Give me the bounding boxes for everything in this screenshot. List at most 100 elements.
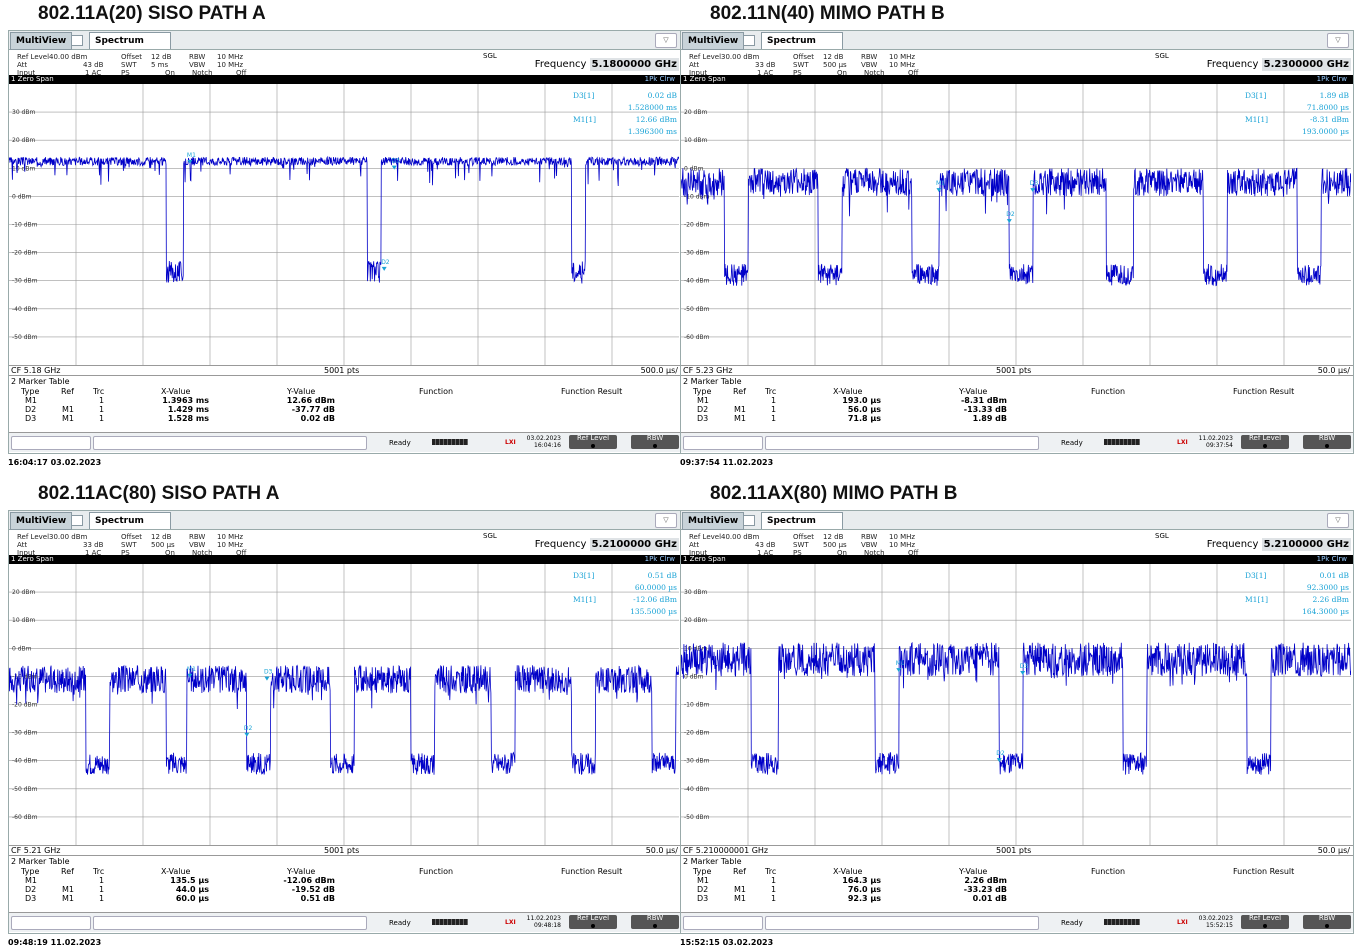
rbw-button[interactable]: RBW — [1303, 435, 1351, 449]
chevron-down-icon[interactable]: ▽ — [1327, 513, 1349, 528]
marker-ref: M1 — [734, 885, 746, 894]
marker-box-time: 92.3000 µs — [1307, 583, 1349, 592]
sweep-points: 5001 pts — [324, 366, 360, 375]
multiview-grid-icon[interactable] — [71, 35, 83, 46]
multiview-grid-icon[interactable] — [743, 515, 755, 526]
analyzer-panel: 802.11AC(80) SISO PATH A MultiView Spectru… — [0, 480, 682, 950]
tab-spectrum[interactable]: Spectrum — [89, 512, 171, 529]
chevron-down-icon[interactable]: ▽ — [655, 513, 677, 528]
ref-level-button[interactable]: Ref Level — [569, 915, 617, 929]
frequency-display[interactable]: Frequency 5.2100000 GHz — [535, 538, 679, 551]
status-time: 15:52:15 — [1206, 922, 1233, 929]
marker-y-value: -12.06 dBm — [283, 876, 335, 885]
datetime: 03.02.2023 16:04:16 — [521, 435, 561, 449]
input-field[interactable] — [683, 916, 763, 930]
trace-plot[interactable]: 30 dBm 20 dBm 10 dBm 0 dBm -10 dBm -20 dBm -30… — [9, 84, 681, 366]
setting-value: Ref Level — [17, 53, 50, 61]
status-date: 03.02.2023 — [1198, 915, 1233, 922]
frequency-value[interactable]: 5.1800000 GHz — [589, 58, 679, 71]
panel-title: 802.11AX(80) MIMO PATH B — [710, 483, 958, 504]
tab-multiview[interactable]: MultiView — [682, 32, 745, 50]
trace-svg: 20 dBm 10 dBm 0 dBm -10 dBm -20 dBm -30 dBm -4… — [681, 84, 1351, 365]
tab-spectrum[interactable]: Spectrum — [761, 512, 843, 529]
sgl-indicator: SGL — [483, 52, 497, 60]
multiview-grid-icon[interactable] — [71, 515, 83, 526]
status-bar: Ready LXI 11.02.2023 09:37:54 Ref Level RBW — [681, 432, 1353, 452]
trace-plot[interactable]: 30 dBm 20 dBm 10 dBm 0 dBm -10 dBm -20 dBm -30… — [681, 564, 1353, 846]
led-icon — [591, 924, 595, 928]
marker-ref: M1 — [62, 414, 74, 423]
y-axis-tick-label: 0 dBm — [684, 165, 704, 172]
y-axis-tick-label: -30 dBm — [684, 250, 710, 257]
input-field[interactable] — [93, 436, 367, 450]
frequency-display[interactable]: Frequency 5.2300000 GHz — [1207, 58, 1351, 71]
setting-value: 12 dB — [823, 533, 844, 541]
input-field[interactable] — [11, 916, 91, 930]
trace-plot[interactable]: 20 dBm 10 dBm 0 dBm -10 dBm -20 dBm -30 dBm -4… — [9, 564, 681, 846]
y-axis-tick-label: -40 dBm — [684, 278, 710, 285]
ref-level-label: Ref Level — [576, 914, 610, 922]
marker-box-name: D3[1] — [573, 91, 594, 100]
marker-box-name: D3[1] — [573, 571, 594, 580]
multiview-grid-icon[interactable] — [743, 35, 755, 46]
frequency-value[interactable]: 5.2100000 GHz — [589, 538, 679, 551]
frequency-value[interactable]: 5.2100000 GHz — [1261, 538, 1351, 551]
zero-span-label: 1 Zero Span — [11, 555, 54, 563]
marker-label: D3 — [1020, 663, 1029, 670]
led-icon — [653, 444, 657, 448]
setting-value: VBW — [189, 541, 206, 549]
setting-value: 10 MHz — [217, 533, 244, 541]
setting-value: SWT — [793, 61, 809, 69]
ref-level-label: Ref Level — [576, 434, 610, 442]
setting-value: 500 µs — [823, 61, 847, 69]
status-time: 09:48:18 — [534, 922, 561, 929]
chevron-down-icon[interactable]: ▽ — [1327, 33, 1349, 48]
marker-table-header: Function Result — [561, 387, 623, 396]
tab-multiview[interactable]: MultiView — [682, 512, 745, 530]
marker-trc: 1 — [771, 894, 777, 903]
marker-table: 2 Marker Table Type Ref Trc X-Value Y-Value Fu… — [9, 856, 681, 910]
ref-level-label: Ref Level — [1248, 434, 1282, 442]
zero-span-bar: 1 Zero Span 1Pk Clrw — [9, 555, 681, 564]
sgl-indicator: SGL — [483, 532, 497, 540]
input-field[interactable] — [11, 436, 91, 450]
input-field[interactable] — [683, 436, 763, 450]
marker-table-header: Type — [21, 867, 40, 876]
screenshot-timestamp: 15:52:15 03.02.2023 — [680, 938, 774, 947]
setting-value: Att — [689, 61, 700, 69]
rbw-button[interactable]: RBW — [631, 915, 679, 929]
frequency-display[interactable]: Frequency 5.1800000 GHz — [535, 58, 679, 71]
rbw-button[interactable]: RBW — [1303, 915, 1351, 929]
setting-value: Offset — [121, 533, 143, 541]
tab-spectrum[interactable]: Spectrum — [761, 32, 843, 49]
marker-box-name: M1[1] — [573, 115, 596, 124]
settings-block: Ref Level 40.00 dBm Att 43 dB Input 1 AC Offse… — [9, 51, 681, 77]
chevron-down-icon[interactable]: ▽ — [655, 33, 677, 48]
marker-table-header: X-Value — [161, 387, 191, 396]
frequency-display[interactable]: Frequency 5.2100000 GHz — [1207, 538, 1351, 551]
input-field[interactable] — [93, 916, 367, 930]
zero-span-bar: 1 Zero Span 1Pk Clrw — [681, 555, 1353, 564]
trace-plot[interactable]: 20 dBm 10 dBm 0 dBm -10 dBm -20 dBm -30 dBm -4… — [681, 84, 1353, 366]
ref-level-button[interactable]: Ref Level — [1241, 915, 1289, 929]
setting-value: Ref Level — [689, 53, 722, 61]
ref-level-button[interactable]: Ref Level — [1241, 435, 1289, 449]
marker-box-time: 1.528000 ms — [628, 103, 677, 112]
status-time: 16:04:16 — [534, 442, 561, 449]
tab-multiview[interactable]: MultiView — [10, 512, 73, 530]
setting-value: 10 MHz — [217, 61, 244, 69]
frequency-value[interactable]: 5.2300000 GHz — [1261, 58, 1351, 71]
marker-trc: 1 — [771, 885, 777, 894]
marker-table: 2 Marker Table Type Ref Trc X-Value Y-Value Fu… — [681, 376, 1353, 430]
setting-value: Off — [908, 549, 919, 557]
ref-level-button[interactable]: Ref Level — [569, 435, 617, 449]
input-field[interactable] — [765, 916, 1039, 930]
input-field[interactable] — [765, 436, 1039, 450]
setting-value: 500 µs — [151, 541, 175, 549]
marker-table-header: Function — [419, 387, 454, 396]
tab-multiview[interactable]: MultiView — [10, 32, 73, 50]
marker-y-value: -13.33 dB — [963, 405, 1007, 414]
rbw-button[interactable]: RBW — [631, 435, 679, 449]
tab-spectrum[interactable]: Spectrum — [89, 32, 171, 49]
marker-y-value: -8.31 dBm — [960, 396, 1007, 405]
